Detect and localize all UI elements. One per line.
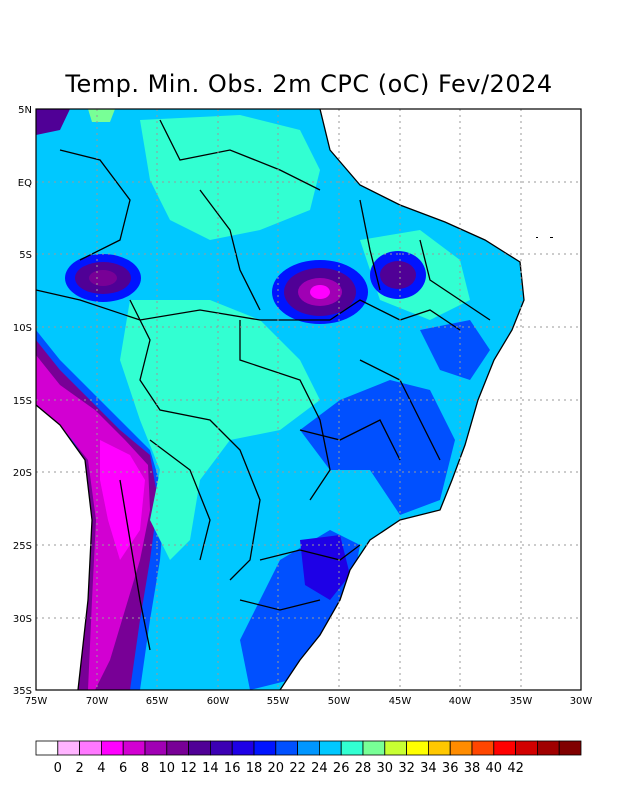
coastline [279, 109, 525, 690]
top-purple [36, 109, 70, 135]
lon-label: 30W [570, 696, 593, 707]
colorbar-label: 24 [311, 761, 328, 776]
colorbar-swatch [122, 740, 146, 756]
borders [36, 109, 525, 690]
pacific-coast [36, 404, 93, 690]
colorbar-swatch [537, 740, 560, 756]
colorbar-label: 32 [398, 761, 415, 776]
colorbar-swatch [406, 740, 429, 756]
colorbar-swatch [101, 740, 124, 756]
colorbar-swatch [231, 740, 255, 756]
colorbar-label: 0 [54, 761, 62, 776]
gridlines [36, 109, 581, 690]
lat-label: EQ [18, 178, 32, 189]
ocean-west [36, 405, 92, 690]
colorbar-swatch [362, 740, 386, 756]
lat-label: 10S [13, 323, 32, 334]
colorbar-swatch [79, 740, 102, 756]
lon-labels: 75W 70W 65W 60W 55W 50W 45W 40W 35W 30W [25, 696, 593, 707]
colorbar-label: 12 [180, 761, 197, 776]
northeast-blue [420, 320, 490, 380]
lon-label: 65W [146, 696, 169, 707]
colorbar-label: 8 [141, 761, 149, 776]
lon-label: 75W [25, 696, 48, 707]
colorbar-labels: 0 2 4 6 8 10 12 14 16 18 20 22 24 26 28 30 32 34 36 38 40 42 [54, 761, 524, 776]
andes-pink [100, 440, 145, 560]
andes-magenta [36, 355, 150, 690]
lon-label: 60W [207, 696, 230, 707]
lon-label: 70W [86, 696, 109, 707]
lat-label: 5N [18, 105, 32, 116]
colorbar-label: 6 [119, 761, 127, 776]
colorbar-swatch [57, 740, 80, 756]
colorbar-label: 20 [268, 761, 285, 776]
colorbar-label: 4 [97, 761, 105, 776]
colorbar-label: 36 [442, 761, 459, 776]
colorbar-swatch [340, 740, 364, 756]
colorbar-swatch [253, 740, 277, 756]
colorbar-swatch [188, 740, 211, 756]
lat-label: 35S [13, 686, 32, 697]
colorbar-label: 14 [202, 761, 219, 776]
lon-label: 35W [510, 696, 533, 707]
map-title: Temp. Min. Obs. 2m CPC (oC) Fev/2024 [65, 70, 553, 98]
lon-label: 50W [328, 696, 351, 707]
lat-label: 25S [13, 541, 32, 552]
map-frame [35, 108, 582, 691]
top-green [88, 109, 115, 122]
lon-label: 40W [449, 696, 472, 707]
colorbar-label: 30 [377, 761, 394, 776]
colorbar-label: 28 [355, 761, 372, 776]
colorbar-label: 40 [486, 761, 503, 776]
colorbar-swatch [297, 740, 320, 756]
colorbar-label: 42 [507, 761, 524, 776]
colorbar-label: 18 [246, 761, 263, 776]
colorbar-label: 38 [464, 761, 481, 776]
colorbar-swatch [209, 740, 233, 756]
lat-label: 30S [13, 614, 32, 625]
colorbar-swatch [144, 740, 168, 756]
colorbar-label: 26 [333, 761, 350, 776]
lon-label: 55W [267, 696, 290, 707]
colorbar-label: 34 [420, 761, 437, 776]
lat-labels: 5N EQ 5S 10S 15S 20S 25S 30S 35S [13, 105, 32, 697]
colorbar-swatch [427, 740, 451, 756]
south-deep [300, 535, 350, 600]
colorbar-swatch [515, 740, 538, 756]
north-green [140, 115, 320, 240]
colorbar-swatch [275, 740, 298, 756]
colorbar-swatch [449, 740, 473, 756]
lat-label: 15S [13, 396, 32, 407]
colorbar-swatch [166, 740, 190, 756]
lat-label: 5S [19, 250, 32, 261]
colorbar-label: 2 [75, 761, 83, 776]
colorbar-swatch [558, 740, 582, 756]
lon-label: 45W [389, 696, 412, 707]
colorbar-swatch [493, 740, 516, 756]
lat-label: 20S [13, 468, 32, 479]
colorbar [35, 740, 582, 756]
colorbar-swatch [318, 740, 342, 756]
colorbar-swatch [471, 740, 495, 756]
colorbar-swatch [35, 740, 59, 756]
colorbar-swatch [384, 740, 407, 756]
colorbar-label: 22 [289, 761, 306, 776]
colorbar-label: 10 [159, 761, 176, 776]
colorbar-label: 16 [224, 761, 241, 776]
